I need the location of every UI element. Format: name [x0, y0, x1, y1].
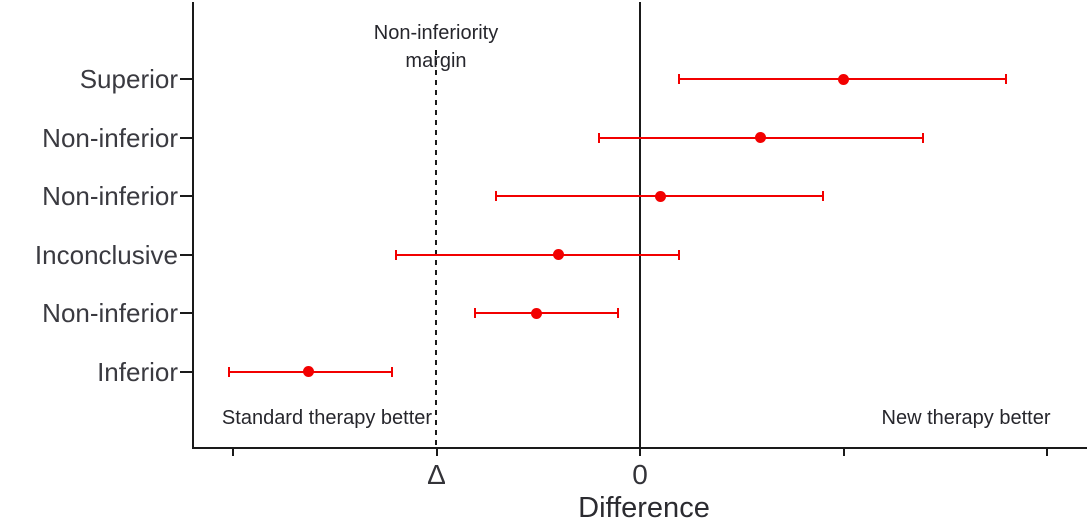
y-axis-tick [180, 78, 192, 80]
point-estimate-dot [838, 73, 849, 85]
x-axis-tick [842, 448, 845, 456]
error-bar-cap-high [390, 366, 393, 377]
error-bar [475, 312, 618, 314]
standard-therapy-better-annotation: Standard therapy better [221, 407, 433, 429]
error-bar-cap-low [494, 191, 497, 201]
y-axis-label: Inconclusive [34, 239, 178, 270]
y-axis-tick [180, 136, 192, 139]
y-axis-label: Inferior [97, 356, 178, 387]
error-bar-cap-low [474, 308, 477, 318]
non-inferiority-margin-line [435, 50, 437, 448]
x-axis-tick [232, 448, 234, 456]
x-axis-tick [435, 448, 438, 456]
y-axis-label: Non-inferior [42, 298, 178, 328]
point-estimate-dot [654, 190, 666, 202]
error-bar-cap-high [677, 249, 680, 260]
error-bar-cap-high [921, 132, 924, 143]
y-axis-tick [180, 195, 192, 197]
x-axis-tick [1046, 448, 1048, 456]
error-bar-cap-low [598, 132, 601, 143]
point-estimate-dot [530, 307, 542, 319]
y-axis-label: Non-inferior [42, 181, 178, 211]
y-axis-label: Non-inferior [42, 122, 178, 153]
error-bar [395, 253, 679, 256]
x-axis-tick [639, 448, 641, 456]
x-axis-title: Difference [578, 492, 710, 524]
x-tick-label: Δ [427, 459, 446, 490]
margin-annotation-line2: margin [405, 50, 467, 72]
y-axis-label: Superior [79, 64, 178, 94]
error-bar-cap-high [1005, 74, 1008, 84]
error-bar-cap-low [394, 249, 397, 260]
error-bar-cap-low [227, 366, 230, 377]
point-estimate-dot [302, 366, 314, 377]
zero-reference-line [639, 2, 641, 448]
margin-annotation-line1: Non-inferiority [373, 22, 499, 44]
error-bar-cap-high [822, 191, 825, 201]
x-tick-label: 0 [632, 459, 648, 490]
y-axis-line [192, 2, 194, 448]
error-bar-cap-low [677, 74, 680, 84]
y-axis-tick [180, 312, 192, 314]
y-axis-tick [180, 253, 192, 256]
point-estimate-dot [754, 132, 766, 143]
point-estimate-dot [553, 249, 565, 260]
new-therapy-better-annotation: New therapy better [881, 407, 1051, 429]
error-bar-cap-high [616, 308, 619, 318]
y-axis-tick [180, 370, 192, 373]
